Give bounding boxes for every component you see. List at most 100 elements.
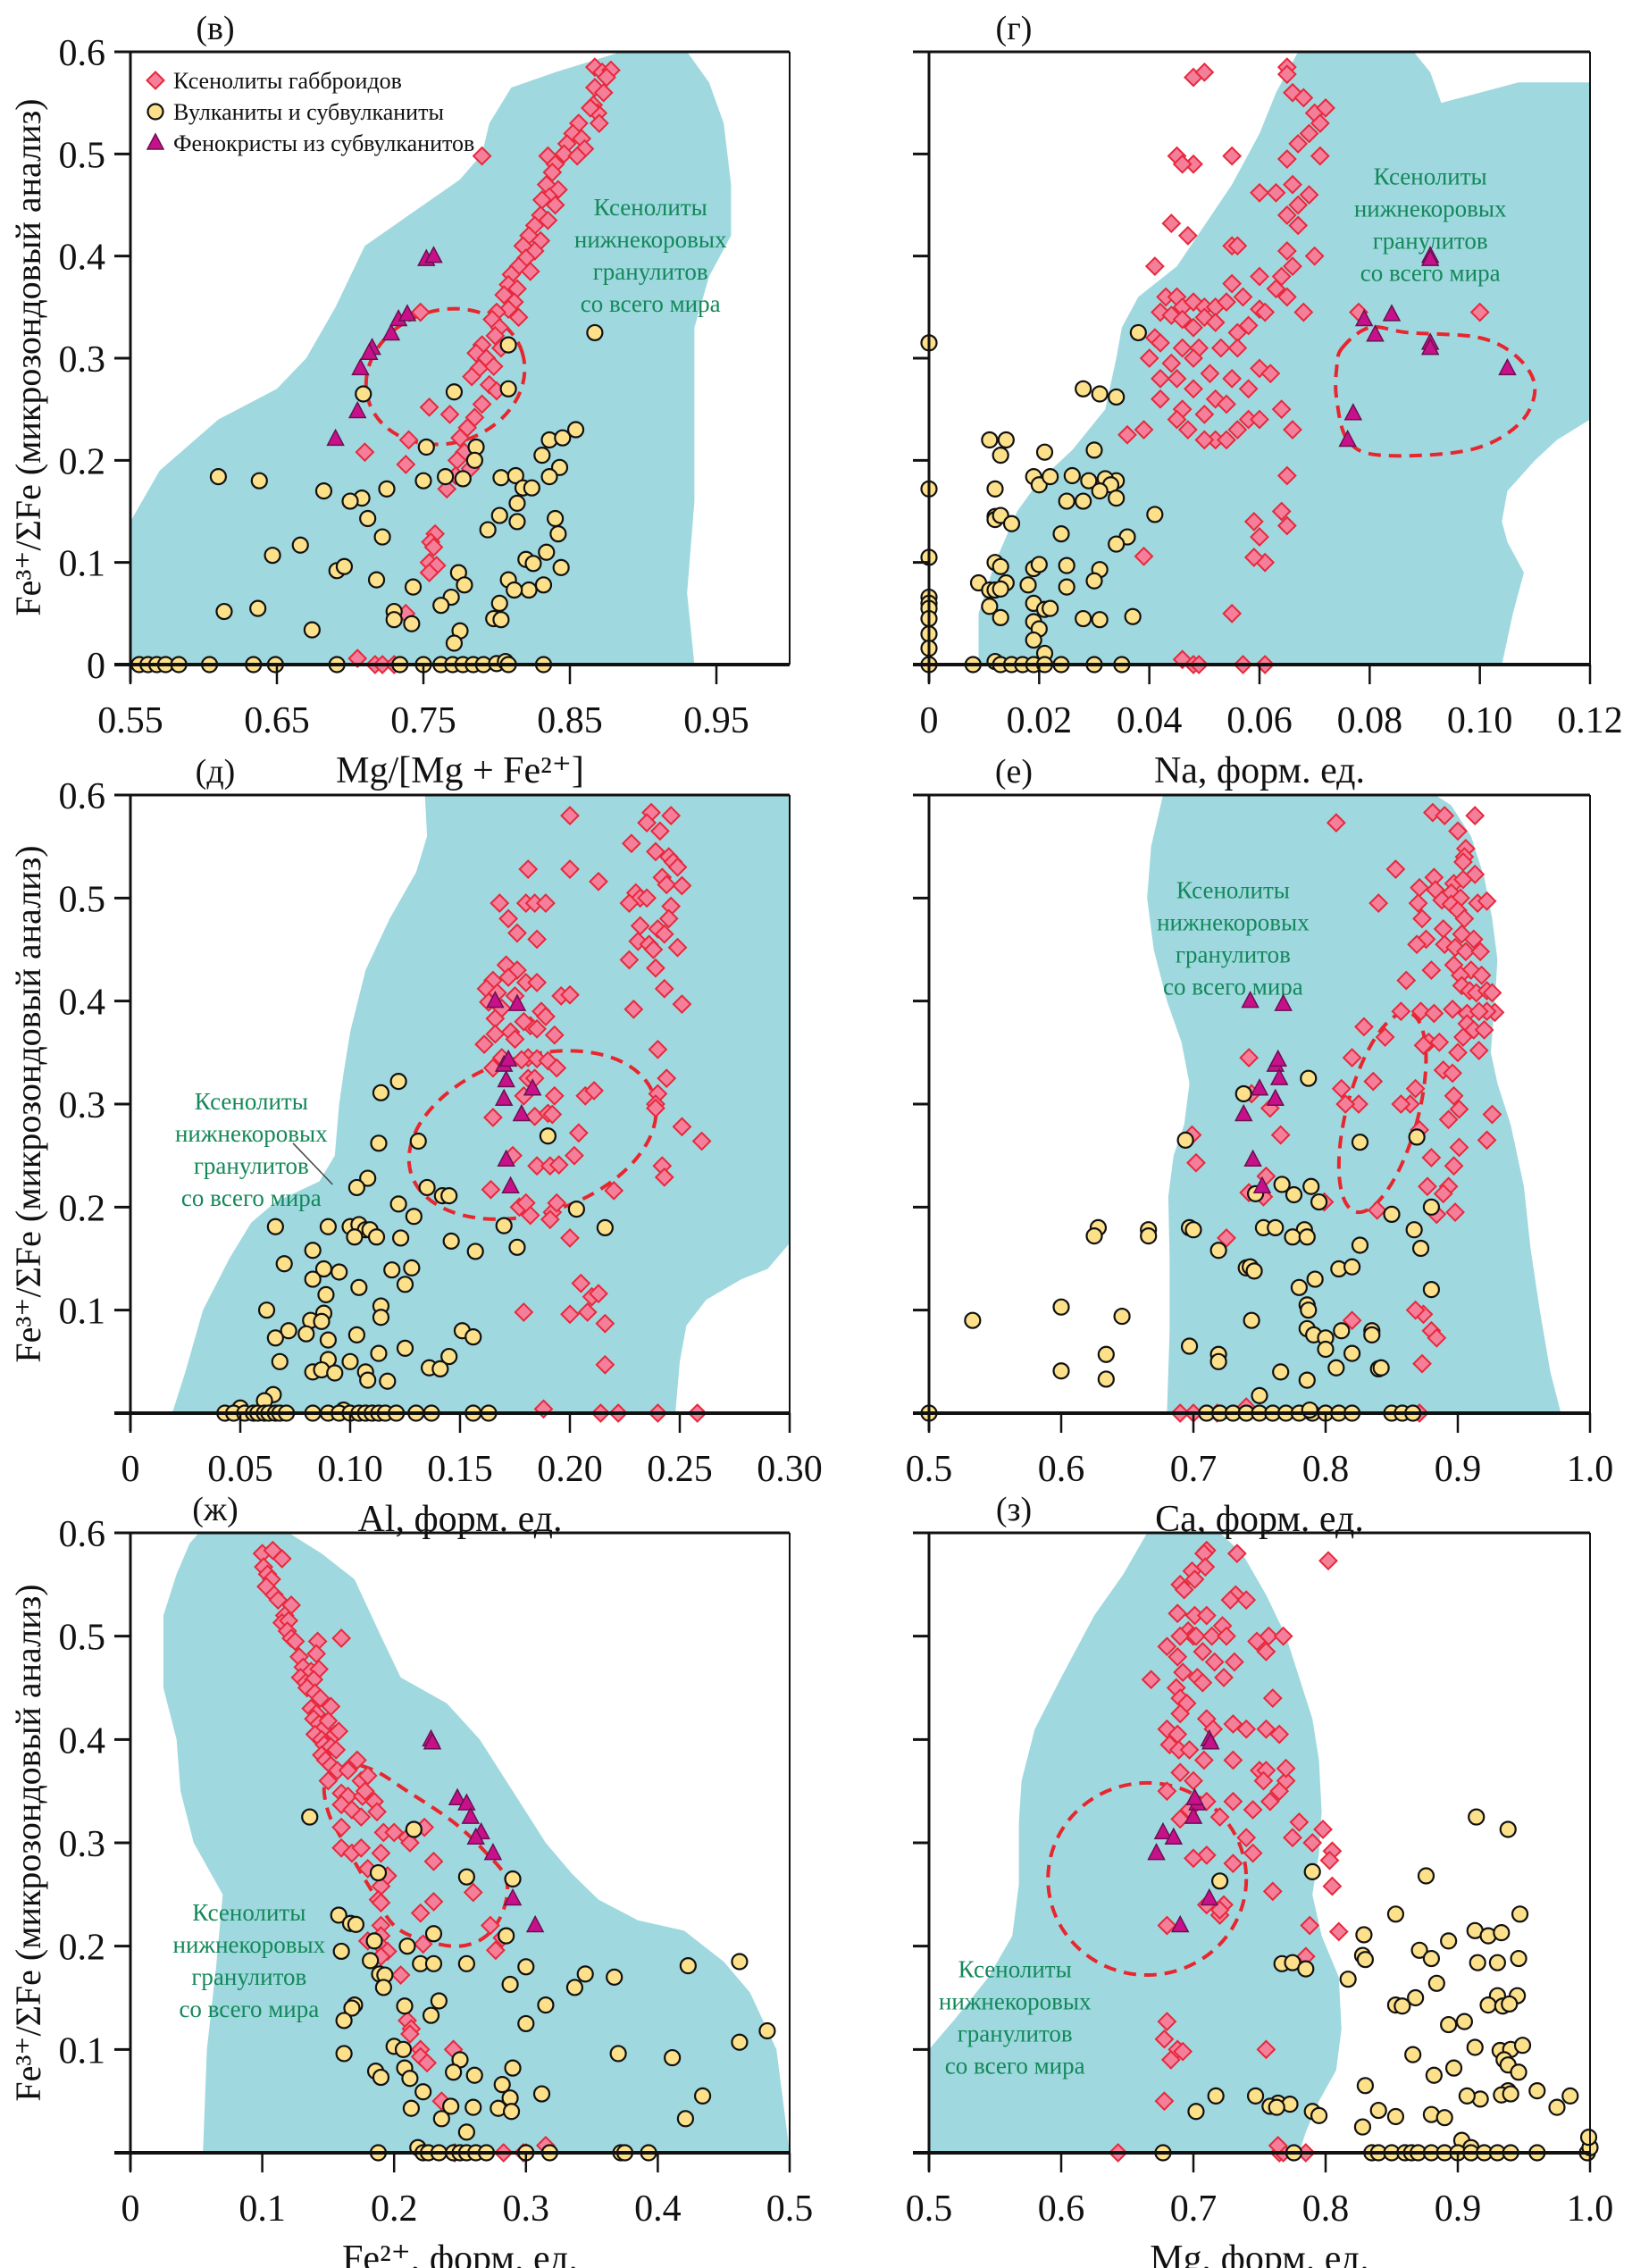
data-point-circle	[266, 1218, 284, 1235]
field-label-line: гранулитов	[191, 1963, 306, 1990]
data-point-circle	[539, 1127, 557, 1145]
data-point-circle	[466, 1243, 484, 1260]
data-point-diamond	[1170, 1626, 1191, 1646]
data-point-diamond	[1448, 1042, 1468, 1063]
field-label-line: нижнекоровых	[1157, 908, 1310, 935]
data-point-diamond	[560, 984, 580, 1005]
data-point-diamond	[565, 1145, 584, 1166]
data-point-circle	[275, 1255, 293, 1273]
data-point-triangle	[381, 322, 401, 341]
field-label: Ксенолиты нижнекоровых гранулитов со всего …	[574, 194, 727, 317]
x-tick-label: 0.9	[1435, 2188, 1482, 2230]
data-point-circle	[401, 2070, 419, 2088]
data-point-circle	[430, 1992, 448, 2010]
data-point-circle	[359, 1371, 377, 1389]
data-point-circle	[524, 555, 542, 573]
data-point-circle	[981, 598, 999, 615]
data-point-circle	[442, 1232, 460, 1250]
data-point-diamond	[1167, 409, 1187, 430]
data-point-circle	[1176, 1131, 1194, 1149]
data-point-circle	[596, 1218, 614, 1237]
series-diamond	[474, 802, 712, 1423]
data-point-diamond	[1151, 368, 1170, 389]
data-point-diamond	[398, 430, 419, 450]
data-point-diamond	[1465, 806, 1486, 825]
data-point-circle	[567, 1201, 585, 1218]
data-point-circle	[508, 1238, 526, 1256]
data-point-circle	[1353, 2118, 1372, 2136]
x-tick-label: 0.8	[1302, 1449, 1350, 1490]
data-point-diamond	[560, 859, 580, 879]
data-point-circle	[1425, 2066, 1443, 2084]
data-point-diamond	[581, 97, 600, 118]
data-point-circle	[372, 1309, 390, 1326]
data-point-circle	[1408, 1128, 1426, 1146]
data-point-circle	[552, 558, 570, 576]
data-point-circle	[1058, 578, 1075, 596]
data-point-circle	[731, 2033, 749, 2051]
field-label-line: со всего мира	[179, 1996, 319, 2022]
data-point-circle	[440, 1187, 458, 1205]
x-axis-label: Na, форм. ед.	[1154, 750, 1365, 791]
data-point-diamond	[1482, 1104, 1502, 1125]
data-point-diamond	[1276, 149, 1297, 169]
x-tick-label: 0.25	[647, 1449, 713, 1490]
data-point-circle	[1333, 1322, 1351, 1340]
data-point-diamond	[1194, 430, 1215, 450]
data-point-diamond	[483, 356, 504, 377]
data-point-circle	[1351, 1236, 1369, 1254]
data-point-diamond	[511, 1050, 531, 1070]
data-point-diamond	[1435, 806, 1455, 825]
y-tick-label: 0.1	[59, 1292, 106, 1333]
data-point-diamond	[1186, 1626, 1206, 1646]
field-label: Ксенолиты нижнекоровых гранулитов со всего …	[173, 1899, 326, 2022]
data-point-diamond	[1276, 1758, 1296, 1778]
data-point-diamond	[1443, 999, 1462, 1019]
data-point-circle	[986, 480, 1004, 498]
data-point-circle	[372, 1084, 390, 1101]
y-axis-label-row3: Fe³⁺/ΣFe (микрозондовый анализ)	[8, 1584, 48, 2101]
data-point-diamond	[1201, 1626, 1222, 1646]
data-point-diamond	[536, 893, 556, 914]
field-label: Ксенолиты нижнекоровых гранулитов со всего …	[939, 1955, 1092, 2079]
series-circle	[130, 323, 604, 674]
data-point-circle	[1302, 1177, 1320, 1195]
x-tick-label: 0.30	[757, 1449, 823, 1490]
data-point-diamond	[410, 1903, 431, 1923]
data-point-circle	[209, 468, 227, 486]
data-point-triangle	[1343, 403, 1363, 421]
data-point-circle	[495, 1217, 513, 1234]
data-point-circle	[1085, 572, 1103, 590]
data-point-diamond	[1210, 338, 1231, 358]
data-point-diamond	[1424, 1003, 1444, 1024]
data-point-circle	[297, 1325, 315, 1343]
data-point-diamond	[1413, 1035, 1434, 1056]
data-point-diamond	[1266, 182, 1286, 203]
data-point-diamond	[1154, 2029, 1175, 2049]
data-point-circle	[398, 1937, 416, 1955]
data-point-circle	[457, 1868, 475, 1886]
data-point-circle	[1180, 1337, 1199, 1355]
data-point-diamond	[1173, 2041, 1193, 2062]
data-point-circle	[1035, 443, 1054, 461]
data-point-diamond	[481, 1179, 501, 1200]
data-point-circle	[303, 621, 321, 639]
data-point-triangle	[525, 1914, 545, 1933]
data-point-circle	[679, 1957, 697, 1975]
legend-label: Ксенолиты габброидов	[173, 68, 402, 94]
series-triangle	[422, 1728, 545, 1933]
data-point-diamond	[544, 1085, 565, 1106]
data-point-diamond	[1470, 942, 1491, 962]
data-point-diamond	[1293, 88, 1314, 108]
data-point-diamond	[672, 875, 692, 896]
data-point-circle	[508, 494, 526, 512]
field-label-line: гранулитов	[1176, 941, 1291, 967]
data-point-circle	[457, 2123, 475, 2141]
data-point-triangle	[1498, 357, 1517, 376]
data-point-diamond	[518, 859, 539, 879]
data-point-diamond	[597, 67, 616, 88]
data-point-diamond	[567, 146, 588, 166]
data-point-circle	[964, 1311, 982, 1329]
panel-letter: (ж)	[192, 1491, 239, 1528]
data-point-circle	[383, 1261, 401, 1279]
